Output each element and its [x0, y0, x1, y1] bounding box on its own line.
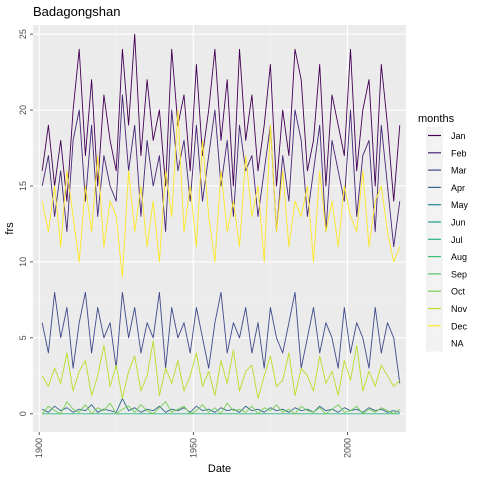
y-tick-label: 5	[18, 335, 28, 340]
legend-label: Oct	[451, 287, 466, 297]
y-tick-label: 20	[18, 105, 28, 115]
legend-label: May	[451, 200, 469, 210]
legend-item-jun: Jun	[426, 213, 466, 231]
plot-area	[32, 25, 407, 432]
legend-label: Nov	[451, 304, 468, 314]
legend-label: Feb	[451, 148, 467, 158]
y-axis: 0 5 10 15 20 25	[18, 29, 33, 416]
legend-item-apr: Apr	[426, 178, 465, 196]
y-axis-title: frs	[4, 222, 16, 235]
x-tick-label: 1950	[188, 438, 198, 458]
x-axis: 1900 1950 2000	[34, 432, 352, 458]
legend-label: Jul	[451, 235, 463, 245]
legend: months Jan Feb Mar Apr May Jun Jul Aug Sep Oct Nov…	[418, 113, 469, 352]
legend-item-jul: Jul	[426, 230, 463, 248]
legend-label: Jan	[451, 131, 466, 141]
legend-item-aug: Aug	[426, 248, 467, 266]
series-line-apr	[41, 398, 400, 413]
series-line-jan	[41, 33, 401, 202]
legend-label: Jun	[451, 218, 466, 228]
y-tick-label: 25	[18, 29, 28, 39]
legend-label: Sep	[451, 269, 467, 279]
legend-label: Mar	[451, 166, 467, 176]
y-tick-label: 0	[18, 411, 28, 416]
legend-item-sep: Sep	[426, 265, 467, 283]
legend-item-mar: Mar	[426, 161, 467, 179]
legend-item-oct: Oct	[426, 282, 466, 300]
legend-label: Aug	[451, 252, 467, 262]
x-axis-title: Date	[208, 463, 231, 475]
legend-item-jan: Jan	[426, 127, 466, 144]
legend-item-may: May	[426, 196, 469, 214]
legend-title: months	[418, 113, 455, 125]
series-lines	[41, 33, 401, 415]
legend-item-feb: Feb	[426, 144, 467, 162]
x-tick-label: 2000	[342, 438, 352, 458]
legend-item-nov: Nov	[426, 300, 468, 317]
legend-label: Dec	[451, 321, 468, 331]
x-tick-label: 1900	[34, 438, 44, 458]
y-tick-label: 10	[18, 257, 28, 267]
chart-title: Badagongshan	[33, 4, 120, 19]
series-line-dec	[41, 109, 401, 278]
legend-label: Apr	[451, 183, 465, 193]
series-line-nov	[41, 340, 401, 400]
legend-key	[426, 334, 443, 352]
series-line-feb	[41, 94, 401, 248]
series-line-mar	[41, 291, 401, 384]
series-line-oct	[41, 401, 401, 415]
y-tick-label: 15	[18, 181, 28, 191]
legend-label: NA	[451, 339, 464, 349]
legend-item-na: NA	[426, 334, 464, 352]
legend-item-dec: Dec	[426, 317, 468, 335]
